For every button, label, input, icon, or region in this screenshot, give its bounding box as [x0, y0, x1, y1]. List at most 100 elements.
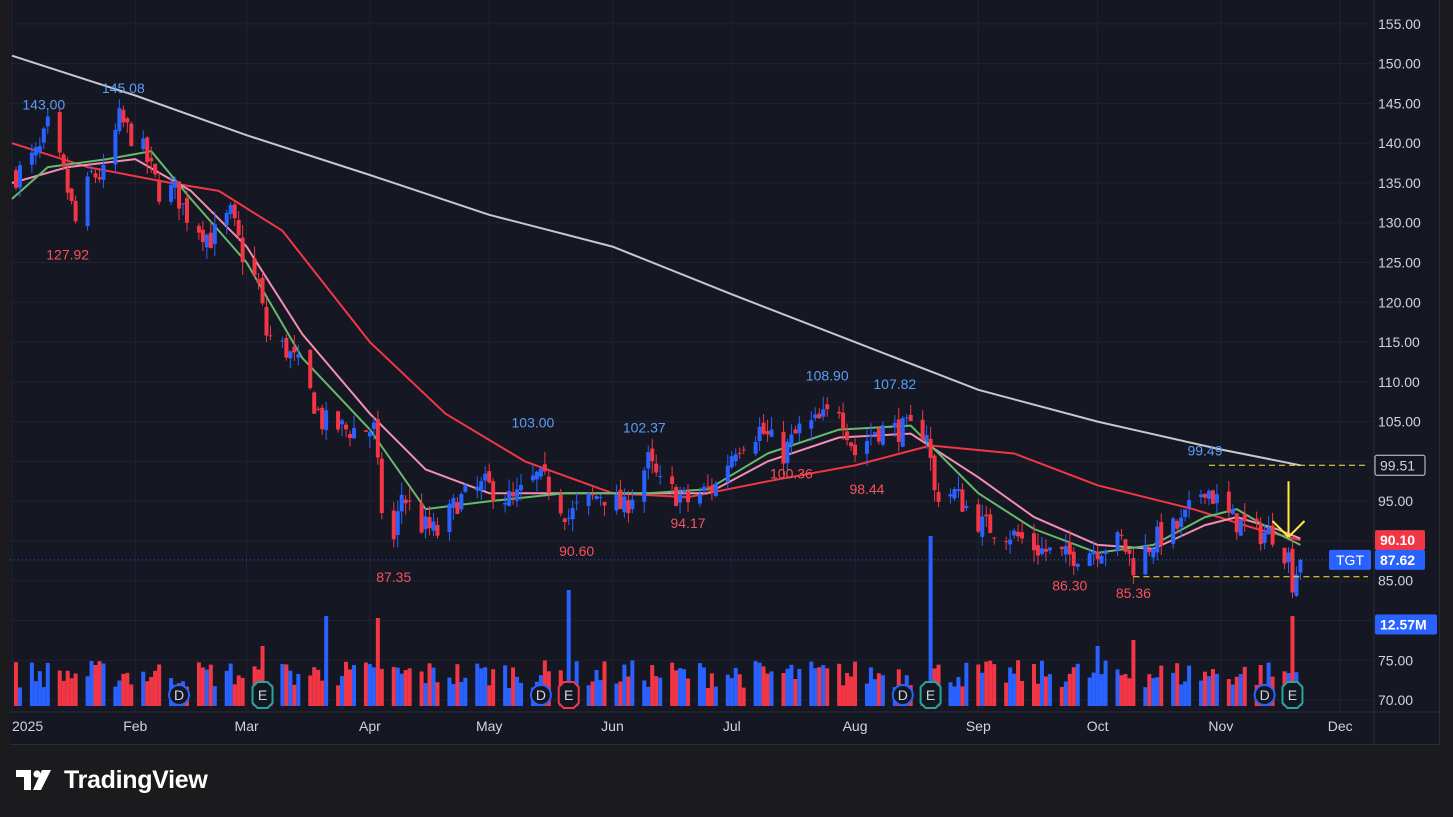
tradingview-logo[interactable]: TradingView	[16, 765, 208, 795]
candle-body	[928, 438, 933, 459]
volume-bar	[316, 669, 321, 706]
arrow-drawing	[1271, 481, 1306, 538]
candle-body	[876, 428, 881, 442]
volume-bar	[868, 667, 873, 706]
low-label: 85.36	[1116, 585, 1151, 601]
volume-bar	[363, 662, 368, 706]
volume-bar	[149, 676, 154, 706]
candle-body	[348, 434, 353, 438]
candle-body	[379, 458, 384, 514]
volume-bar	[1031, 664, 1036, 706]
price-badge	[1375, 549, 1425, 570]
chart-canvas[interactable]: 143.00 145.08 127.92 87.35 103.00 90.60 102.37…	[10, 0, 1439, 744]
candle-body	[487, 471, 492, 483]
volume-bar	[407, 668, 412, 706]
candle-body	[375, 419, 380, 458]
candle-body	[260, 277, 265, 304]
chart-pane[interactable]: 143.00 145.08 127.92 87.35 103.00 90.60 102.37…	[10, 0, 1440, 745]
candle-body	[713, 483, 718, 496]
candle-body	[232, 204, 237, 219]
price-axis[interactable]: 155.00 150.00 145.00 140.00 135.00 130.00 125.…	[1373, 0, 1421, 744]
candle-body	[29, 152, 34, 165]
candle-body	[797, 423, 802, 434]
volume-bar	[1159, 665, 1164, 706]
volume-bar	[228, 663, 233, 706]
candle-body	[1206, 490, 1211, 499]
volume-bar	[61, 680, 66, 706]
candle-body	[1131, 558, 1136, 576]
candle-body	[1214, 494, 1219, 504]
candle-body	[682, 489, 687, 492]
volume-bar	[121, 673, 126, 706]
volume-bar	[841, 685, 846, 706]
volume-bar	[204, 669, 209, 706]
candle-body	[622, 496, 627, 513]
candle-body	[849, 442, 854, 447]
candle-body	[908, 414, 913, 422]
candle-body	[69, 188, 74, 202]
candle-body	[793, 429, 798, 434]
candle-body	[594, 496, 599, 500]
candle-body	[932, 455, 937, 491]
candle-body	[93, 173, 98, 178]
volume-bar	[395, 667, 400, 706]
volume-bar	[451, 684, 456, 706]
candle-body	[351, 428, 356, 439]
volume-bar	[813, 668, 818, 706]
candle-body	[1199, 494, 1204, 498]
volume-bar	[113, 686, 118, 706]
candle-body	[892, 422, 897, 428]
candle-body	[403, 499, 408, 504]
volume-bar	[260, 646, 265, 706]
candle-body	[1290, 548, 1295, 593]
candle-body	[542, 464, 547, 472]
volume-bar	[1171, 672, 1176, 706]
candle-body	[312, 392, 317, 414]
volume-bar	[769, 671, 774, 706]
volume-bar	[765, 673, 770, 706]
volume-bar	[1175, 663, 1180, 706]
volume-bar	[1187, 665, 1192, 706]
earnings-marker	[1281, 681, 1304, 709]
volume-bar	[1226, 679, 1231, 706]
candle-body	[371, 422, 376, 429]
candle-body	[992, 537, 997, 539]
volume-bar	[785, 668, 790, 706]
volume-bar	[292, 684, 297, 706]
price-tick-label: 70.00	[1378, 692, 1413, 708]
price-badge-label: 12.57M	[1380, 616, 1427, 632]
time-axis[interactable]: 2025 Feb Mar Apr May Jun Jul Aug Sep Oct Nov Dec	[10, 711, 1439, 734]
dividend-marker-label: D	[536, 687, 546, 703]
candle-body	[169, 184, 174, 202]
candle-body	[757, 426, 762, 442]
volume-bar	[89, 661, 94, 706]
candle-body	[701, 486, 706, 491]
volume-bar	[93, 665, 98, 706]
candle-body	[1270, 525, 1275, 545]
volume-bar	[431, 667, 436, 706]
volume-bar	[1147, 674, 1152, 706]
candle-body	[769, 429, 774, 437]
earnings-marker-label: E	[926, 687, 935, 703]
candle-body	[705, 486, 710, 488]
volume-bar	[701, 667, 706, 706]
price-badge-label: 99.51	[1380, 457, 1415, 473]
candle-body	[737, 452, 742, 454]
volume-bar	[956, 676, 961, 706]
volume-bar	[1039, 660, 1044, 706]
volume-bar	[1183, 681, 1188, 706]
candle-body	[1043, 548, 1048, 552]
time-tick-label: Nov	[1208, 718, 1233, 734]
candle-body	[419, 503, 424, 533]
candle-body	[602, 501, 607, 506]
candle-body	[1047, 547, 1052, 551]
candle-body	[1059, 546, 1064, 550]
candle-body	[562, 518, 567, 523]
candle-body	[65, 168, 70, 193]
price-badge-label: 90.10	[1380, 532, 1415, 548]
volume-bar	[1103, 660, 1108, 706]
volume-bar	[312, 667, 317, 706]
candle-body	[228, 205, 233, 214]
low-label: 98.44	[849, 481, 884, 497]
volume-bar	[825, 668, 830, 706]
